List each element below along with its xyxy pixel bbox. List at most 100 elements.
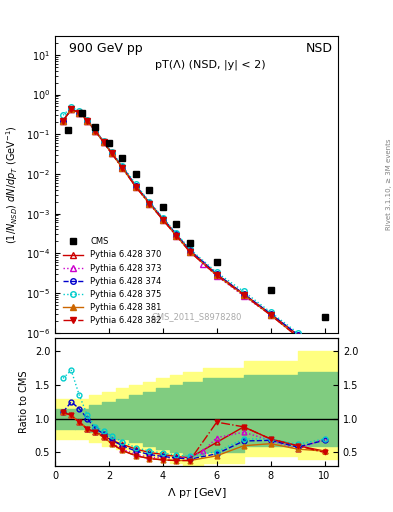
Pythia 6.428 382 — [322, 356, 327, 362]
Pythia 6.428 382 — [85, 118, 90, 124]
Pythia 6.428 370 — [295, 332, 300, 338]
Pythia 6.428 382 — [160, 217, 165, 223]
Pythia 6.428 374 — [174, 231, 179, 238]
Pythia 6.428 374 — [134, 183, 138, 189]
Pythia 6.428 373 — [93, 128, 98, 134]
Pythia 6.428 373 — [214, 273, 219, 279]
Pythia 6.428 373 — [120, 165, 125, 171]
Pythia 6.428 374 — [147, 200, 152, 206]
Pythia 6.428 373 — [77, 110, 82, 116]
Pythia 6.428 382 — [109, 150, 114, 156]
Text: Rivet 3.1.10, ≥ 3M events: Rivet 3.1.10, ≥ 3M events — [386, 139, 392, 230]
Pythia 6.428 375 — [147, 199, 152, 205]
Pythia 6.428 382 — [134, 184, 138, 190]
Pythia 6.428 382 — [174, 232, 179, 239]
Pythia 6.428 382 — [295, 334, 300, 340]
Pythia 6.428 381 — [268, 312, 273, 318]
Pythia 6.428 370 — [85, 118, 90, 124]
Pythia 6.428 370 — [147, 200, 152, 206]
Line: Pythia 6.428 374: Pythia 6.428 374 — [61, 106, 327, 359]
CMS — [174, 221, 179, 227]
Text: pT(Λ) (NSD, |y| < 2): pT(Λ) (NSD, |y| < 2) — [155, 59, 266, 70]
Pythia 6.428 370 — [101, 139, 106, 145]
Pythia 6.428 375 — [101, 138, 106, 144]
Pythia 6.428 382 — [187, 249, 192, 255]
Pythia 6.428 374 — [101, 139, 106, 145]
Line: Pythia 6.428 381: Pythia 6.428 381 — [61, 106, 327, 361]
Pythia 6.428 370 — [120, 164, 125, 170]
Pythia 6.428 373 — [69, 106, 73, 113]
Pythia 6.428 373 — [109, 150, 114, 156]
Pythia 6.428 373 — [61, 118, 66, 124]
Line: Pythia 6.428 370: Pythia 6.428 370 — [61, 106, 327, 359]
Pythia 6.428 370 — [241, 291, 246, 297]
Pythia 6.428 370 — [160, 216, 165, 222]
Pythia 6.428 373 — [201, 261, 206, 267]
Legend: CMS, Pythia 6.428 370, Pythia 6.428 373, Pythia 6.428 374, Pythia 6.428 375, Pyt: CMS, Pythia 6.428 370, Pythia 6.428 373,… — [59, 234, 165, 329]
Pythia 6.428 381 — [134, 184, 138, 190]
Y-axis label: Ratio to CMS: Ratio to CMS — [19, 371, 29, 433]
Pythia 6.428 374 — [268, 311, 273, 317]
Pythia 6.428 373 — [160, 217, 165, 223]
Pythia 6.428 381 — [187, 249, 192, 255]
CMS — [93, 124, 98, 130]
Text: NSD: NSD — [305, 42, 332, 55]
Text: CMS_2011_S8978280: CMS_2011_S8978280 — [151, 312, 242, 321]
Pythia 6.428 375 — [77, 108, 82, 114]
Pythia 6.428 375 — [120, 163, 125, 169]
Pythia 6.428 382 — [268, 312, 273, 318]
Pythia 6.428 374 — [85, 118, 90, 124]
Pythia 6.428 373 — [134, 184, 138, 190]
Pythia 6.428 381 — [295, 334, 300, 340]
Line: Pythia 6.428 382: Pythia 6.428 382 — [61, 106, 327, 361]
Pythia 6.428 374 — [214, 271, 219, 277]
Line: CMS: CMS — [65, 109, 328, 321]
CMS — [107, 140, 111, 146]
Pythia 6.428 375 — [268, 309, 273, 315]
CMS — [134, 171, 138, 177]
Pythia 6.428 374 — [322, 354, 327, 360]
CMS — [322, 314, 327, 320]
Pythia 6.428 373 — [295, 334, 300, 340]
Pythia 6.428 370 — [61, 118, 66, 124]
Pythia 6.428 381 — [101, 139, 106, 145]
Pythia 6.428 375 — [214, 269, 219, 275]
Pythia 6.428 373 — [101, 139, 106, 145]
Pythia 6.428 375 — [134, 181, 138, 187]
Pythia 6.428 370 — [174, 231, 179, 238]
Pythia 6.428 370 — [268, 311, 273, 317]
Pythia 6.428 374 — [241, 291, 246, 297]
Pythia 6.428 374 — [109, 150, 114, 156]
X-axis label: Λ p$_T$ [GeV]: Λ p$_T$ [GeV] — [167, 486, 226, 500]
CMS — [147, 187, 152, 193]
Pythia 6.428 375 — [69, 104, 73, 110]
Pythia 6.428 374 — [187, 247, 192, 253]
Pythia 6.428 381 — [160, 217, 165, 223]
Pythia 6.428 374 — [295, 332, 300, 338]
Text: 900 GeV pp: 900 GeV pp — [69, 42, 143, 55]
Pythia 6.428 375 — [61, 112, 66, 118]
Pythia 6.428 374 — [61, 118, 66, 124]
Pythia 6.428 375 — [160, 215, 165, 221]
CMS — [160, 204, 165, 210]
Pythia 6.428 382 — [120, 165, 125, 171]
Pythia 6.428 375 — [241, 288, 246, 294]
Pythia 6.428 373 — [147, 200, 152, 206]
Pythia 6.428 373 — [241, 293, 246, 299]
Pythia 6.428 374 — [69, 106, 73, 113]
Pythia 6.428 381 — [174, 232, 179, 239]
CMS — [268, 287, 273, 293]
Line: Pythia 6.428 375: Pythia 6.428 375 — [61, 104, 327, 357]
Pythia 6.428 370 — [187, 247, 192, 253]
Pythia 6.428 370 — [93, 128, 98, 134]
Pythia 6.428 373 — [322, 356, 327, 362]
Pythia 6.428 381 — [214, 272, 219, 279]
Pythia 6.428 370 — [69, 106, 73, 113]
Pythia 6.428 375 — [174, 230, 179, 237]
Pythia 6.428 382 — [101, 139, 106, 145]
Pythia 6.428 375 — [85, 117, 90, 123]
Pythia 6.428 382 — [241, 292, 246, 298]
CMS — [214, 259, 219, 265]
CMS — [80, 110, 84, 116]
Pythia 6.428 370 — [214, 271, 219, 277]
